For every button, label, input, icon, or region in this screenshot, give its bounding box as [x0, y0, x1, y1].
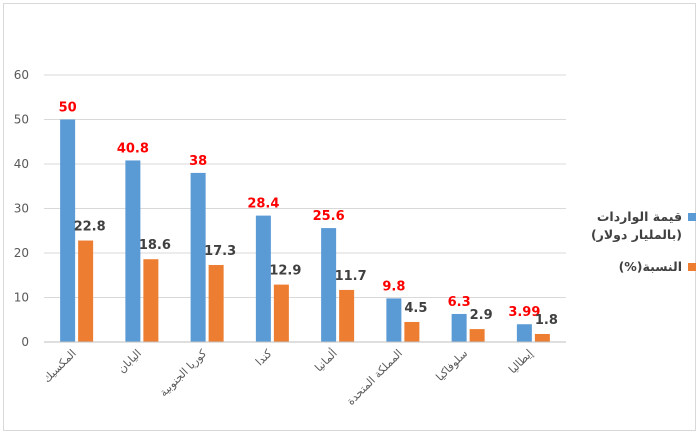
data-label-series1: 50 [59, 101, 77, 116]
x-category-label: إيطاليا [506, 347, 535, 376]
chart-legend: قيمة الواردات (بالمليار دولار) النسبة(%) [578, 208, 696, 290]
bar-series1 [255, 215, 271, 342]
x-category-label: المكسيك [40, 347, 78, 385]
bar-series1 [190, 172, 206, 342]
y-tick-label: 0 [21, 335, 29, 349]
x-category-label: اليابان [115, 347, 144, 376]
data-label-series2: 12.9 [269, 264, 301, 279]
bar-series2 [404, 321, 420, 342]
data-label-series2: 18.6 [139, 238, 171, 253]
x-category-label: كندا [253, 346, 275, 368]
bar-series2 [339, 289, 355, 342]
bar-series2 [273, 284, 289, 342]
bar-series1 [321, 228, 337, 342]
y-tick-label: 20 [14, 246, 29, 260]
data-label-series2: 4.5 [404, 301, 427, 316]
data-label-series2: 11.7 [335, 269, 367, 284]
bar-series1 [516, 324, 532, 342]
legend-item-series1: قيمة الواردات (بالمليار دولار) [578, 208, 696, 244]
data-label-series2: 1.8 [535, 313, 558, 328]
data-label-series1: 38 [189, 154, 207, 169]
data-label-series2: 22.8 [74, 220, 106, 235]
data-label-series1: 9.8 [382, 279, 405, 294]
legend-label-series2: النسبة(%) [618, 259, 682, 274]
bar-series1 [386, 298, 402, 342]
legend-swatch-series1 [688, 213, 696, 221]
data-label-series2: 17.3 [204, 244, 236, 259]
data-label-series1: 40.8 [117, 141, 149, 156]
data-label-series1: 3.99 [508, 305, 540, 320]
data-label-series2: 2.9 [470, 308, 493, 323]
bar-series2 [208, 265, 224, 342]
bar-series1 [451, 313, 467, 342]
y-tick-label: 40 [14, 157, 29, 171]
data-label-series1: 6.3 [448, 295, 471, 310]
bar-series2 [143, 259, 159, 342]
x-category-label: المملكة المتحدة [344, 347, 405, 408]
legend-item-series2: النسبة(%) [578, 258, 696, 276]
bar-series2 [534, 333, 550, 342]
chart-plot: 0 10 20 30 40 50 60 50 22.8 المكسيك 40.8 18.6 اليابا… [14, 68, 566, 408]
x-category-label: كوريا الجنوبية [157, 346, 210, 399]
x-category-label: سلوفاكيا [433, 347, 470, 384]
y-tick-label: 10 [14, 291, 29, 305]
data-label-series1: 25.6 [313, 209, 345, 224]
x-category-label: ألمانيا [312, 346, 340, 374]
legend-swatch-series2 [688, 263, 696, 271]
bar-series2 [78, 240, 94, 342]
bar-series1 [125, 160, 141, 342]
y-tick-label: 60 [14, 68, 29, 82]
legend-label-series1: قيمة الواردات (بالمليار دولار) [590, 209, 682, 242]
chart-frame: 0 10 20 30 40 50 60 50 22.8 المكسيك 40.8 18.6 اليابا… [3, 3, 696, 431]
y-tick-label: 50 [14, 113, 29, 127]
bar-series2 [469, 329, 485, 342]
y-tick-label: 30 [14, 202, 29, 216]
bar-series1 [60, 119, 76, 342]
data-label-series1: 28.4 [247, 197, 279, 212]
